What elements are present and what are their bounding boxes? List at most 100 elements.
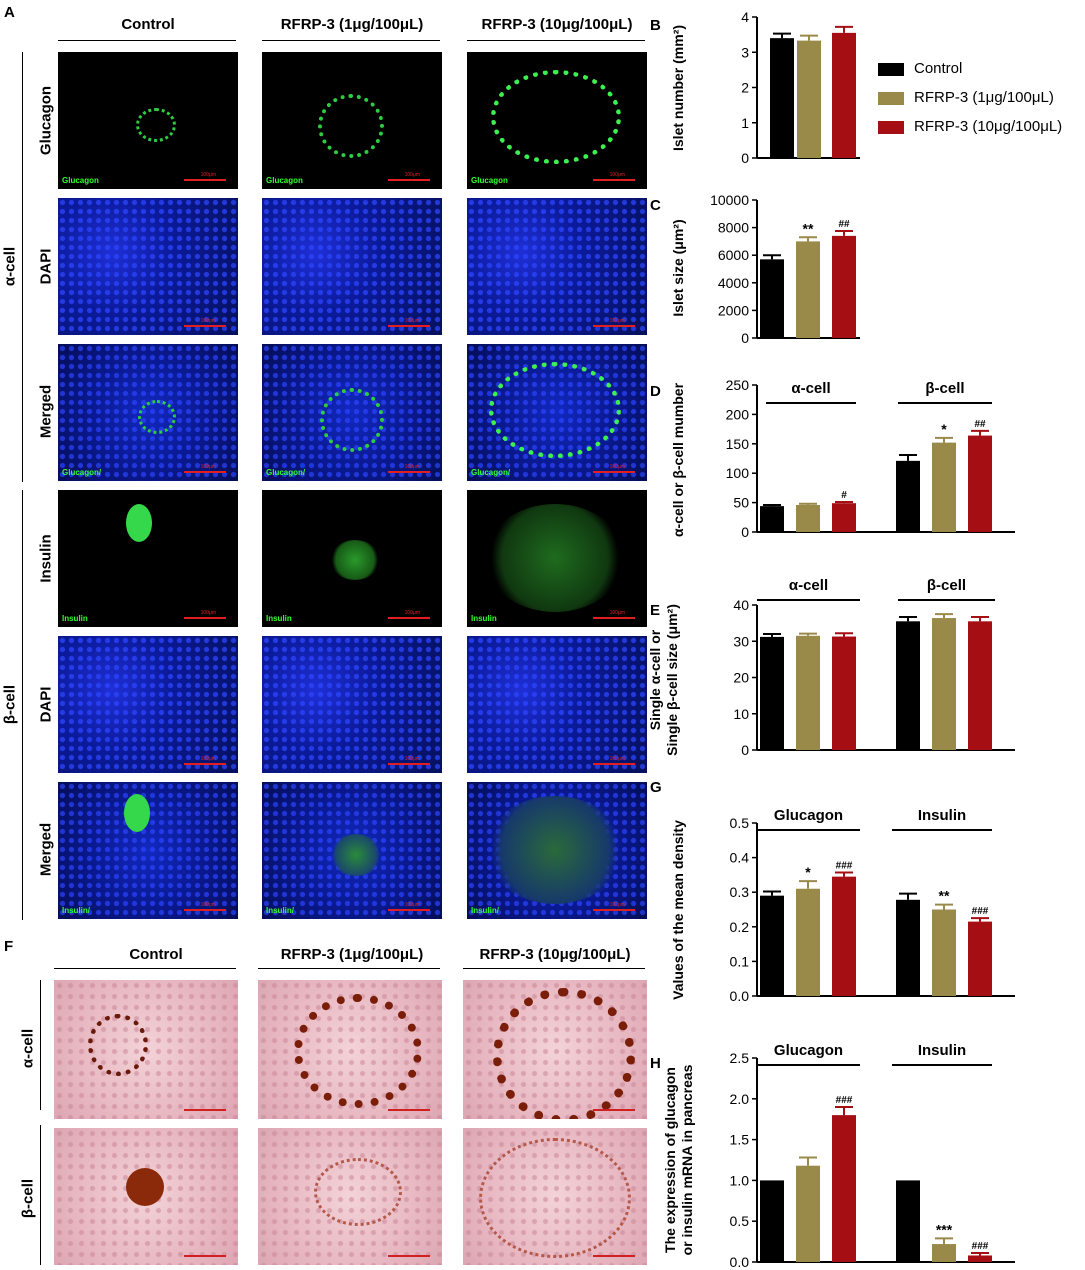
significance-mark: ***	[936, 1221, 953, 1237]
y-tick-label: 0.2	[730, 919, 750, 935]
micrograph-insulin-high: Insulin 100μm	[467, 490, 647, 627]
y-tick-label: 0	[741, 524, 749, 540]
y-tick-label: 2.5	[730, 1050, 750, 1066]
y-tick-label: 4	[741, 9, 749, 25]
y-axis-label: Single α-cell orSingle β-cell size (μm²)	[647, 604, 680, 756]
bar	[896, 621, 920, 750]
y-tick-label: 0.1	[730, 953, 750, 969]
y-axis-label: Islet size (μm²)	[670, 219, 686, 316]
column-rule	[463, 968, 645, 969]
significance-mark: #	[841, 490, 847, 501]
column-rule	[262, 40, 440, 41]
significance-mark: ###	[836, 860, 853, 871]
significance-mark: *	[941, 421, 947, 437]
micrograph-merged-beta-control: Insulin/ 100μm	[58, 782, 238, 919]
column-header-low-dose: RFRP-3 (1μg/100μL)	[280, 946, 424, 963]
y-tick-label: 2	[741, 80, 749, 96]
panel-label-e: E	[650, 602, 660, 619]
micrograph-merged-alpha-control: Glucagon/ 100μm	[58, 344, 238, 481]
bar	[796, 241, 820, 338]
column-header-control: Control	[121, 16, 175, 33]
column-header-control: Control	[129, 946, 183, 963]
panel-label-f: F	[4, 938, 14, 955]
bar	[832, 1115, 856, 1262]
micrograph-dapi-beta-low: 100μm	[262, 636, 442, 773]
y-tick-label: 2.0	[730, 1091, 750, 1107]
y-tick-label: 0.5	[730, 815, 750, 831]
significance-mark: ###	[972, 906, 989, 917]
y-tick-label: 250	[726, 377, 750, 393]
y-tick-label: 10	[733, 706, 749, 722]
micrograph-insulin-control: Insulin 100μm	[58, 490, 238, 627]
bar	[832, 235, 856, 338]
micrograph-glucagon-low: Glucagon 100μm	[262, 52, 442, 189]
micrograph-dapi-control: 100μm	[58, 198, 238, 335]
y-tick-label: 40	[733, 597, 749, 613]
y-tick-label: 6000	[718, 247, 749, 263]
panel-label-c: C	[650, 197, 661, 214]
significance-mark: **	[803, 220, 814, 236]
bar	[968, 435, 992, 532]
ihc-beta-control	[54, 1128, 238, 1265]
y-tick-label: 50	[733, 495, 749, 511]
column-header-high-dose: RFRP-3 (10μg/100μL)	[479, 946, 631, 963]
significance-mark: ##	[974, 419, 986, 430]
panel-label-d: D	[650, 383, 661, 400]
group-label: Glucagon	[774, 807, 843, 824]
y-tick-label: 0.3	[730, 884, 750, 900]
bar	[796, 504, 820, 532]
y-tick-label: 20	[733, 670, 749, 686]
y-tick-label: 1	[741, 115, 749, 131]
y-tick-label: 150	[726, 436, 750, 452]
bar	[760, 1180, 784, 1262]
y-tick-label: 100	[726, 465, 750, 481]
significance-mark: **	[939, 888, 950, 904]
bar	[832, 876, 856, 996]
bar	[968, 621, 992, 750]
bar	[932, 442, 956, 532]
bar	[797, 40, 821, 158]
y-axis-label: Values of the mean density	[670, 820, 686, 1000]
bar	[896, 899, 920, 996]
bar	[760, 895, 784, 996]
micrograph-merged-beta-high: Insulin/ 100μm	[467, 782, 647, 919]
bar	[796, 635, 820, 750]
ihc-alpha-low	[258, 980, 442, 1119]
legend-label-high: RFRP-3 (10μg/100μL)	[914, 118, 1063, 135]
panel-label-h: H	[650, 1055, 661, 1072]
ihc-alpha-high	[463, 980, 647, 1119]
bar	[796, 1165, 820, 1262]
bar	[832, 32, 856, 158]
y-tick-label: 2000	[718, 302, 749, 318]
group-label: β-cell	[927, 577, 966, 594]
bar	[968, 1255, 992, 1262]
bar	[832, 636, 856, 750]
y-tick-label: 1.0	[730, 1172, 750, 1188]
y-tick-label: 200	[726, 406, 750, 422]
legend-label-low: RFRP-3 (1μg/100μL)	[914, 89, 1054, 106]
column-rule	[58, 40, 236, 41]
y-tick-label: 0.4	[730, 850, 750, 866]
column-header-low-dose: RFRP-3 (1μg/100μL)	[280, 16, 424, 33]
y-tick-label: 0.0	[730, 1254, 750, 1270]
micrograph-dapi-low: 100μm	[262, 198, 442, 335]
bar	[832, 503, 856, 532]
column-rule	[54, 968, 236, 969]
beta-bracket	[22, 490, 23, 920]
column-header-high-dose: RFRP-3 (10μg/100μL)	[481, 16, 633, 33]
y-tick-label: 30	[733, 633, 749, 649]
y-tick-label: 10000	[710, 192, 749, 208]
ihc-beta-bracket	[40, 1125, 41, 1265]
y-tick-label: 3	[741, 44, 749, 60]
group-label: α-cell	[789, 577, 828, 594]
bar	[896, 460, 920, 532]
micrograph-dapi-beta-high: 100μm	[467, 636, 647, 773]
legend-swatch-high	[878, 121, 904, 134]
ihc-beta-high	[463, 1128, 647, 1265]
significance-mark: ###	[836, 1095, 853, 1106]
micrograph-merged-alpha-high: Glucagon/ 100μm	[467, 344, 647, 481]
micrograph-dapi-beta-control: 100μm	[58, 636, 238, 773]
legend-swatch-control	[878, 63, 904, 76]
bar	[760, 259, 784, 338]
